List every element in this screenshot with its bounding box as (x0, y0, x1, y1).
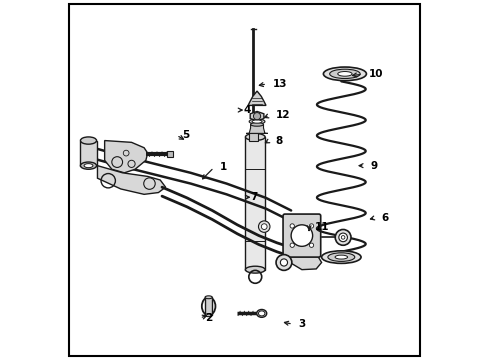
Ellipse shape (256, 310, 266, 318)
Ellipse shape (204, 314, 212, 317)
Polygon shape (246, 125, 267, 134)
Circle shape (309, 224, 313, 228)
Ellipse shape (251, 120, 262, 123)
Ellipse shape (84, 164, 93, 168)
Circle shape (280, 259, 287, 266)
Ellipse shape (258, 311, 264, 316)
Circle shape (335, 229, 350, 245)
Ellipse shape (245, 266, 264, 273)
Text: 6: 6 (380, 213, 387, 222)
Ellipse shape (321, 251, 360, 264)
Polygon shape (280, 250, 321, 270)
Circle shape (253, 113, 260, 120)
Bar (249, 133, 257, 140)
Circle shape (341, 235, 344, 239)
Ellipse shape (327, 253, 354, 261)
Text: 11: 11 (314, 222, 328, 232)
Circle shape (338, 233, 346, 242)
Ellipse shape (80, 137, 96, 144)
Circle shape (289, 224, 294, 228)
FancyBboxPatch shape (283, 214, 320, 257)
Text: 5: 5 (182, 130, 189, 140)
Polygon shape (97, 166, 165, 194)
Circle shape (290, 225, 312, 246)
Ellipse shape (245, 134, 264, 140)
Ellipse shape (249, 119, 264, 124)
Text: 4: 4 (243, 105, 250, 115)
Bar (245, 137, 264, 270)
Text: 12: 12 (275, 111, 289, 121)
Polygon shape (250, 112, 264, 121)
Text: 10: 10 (368, 69, 382, 79)
Ellipse shape (80, 162, 96, 169)
Ellipse shape (329, 69, 360, 78)
Circle shape (276, 255, 291, 270)
Text: 9: 9 (369, 161, 377, 171)
Text: 3: 3 (298, 319, 305, 329)
FancyBboxPatch shape (167, 151, 172, 157)
Circle shape (289, 243, 294, 247)
Bar (204, 297, 212, 315)
Text: 13: 13 (272, 79, 287, 89)
Ellipse shape (334, 255, 347, 259)
Circle shape (309, 243, 313, 247)
Ellipse shape (204, 296, 212, 299)
Ellipse shape (337, 72, 351, 76)
Ellipse shape (323, 67, 366, 81)
Ellipse shape (250, 123, 263, 126)
Text: 8: 8 (275, 136, 282, 145)
Polygon shape (247, 91, 265, 105)
Text: 1: 1 (219, 162, 226, 172)
Text: 7: 7 (250, 192, 257, 202)
Text: 2: 2 (205, 313, 212, 323)
Circle shape (258, 221, 269, 232)
Polygon shape (104, 140, 147, 173)
Bar (80, 140, 96, 166)
Circle shape (261, 224, 266, 229)
